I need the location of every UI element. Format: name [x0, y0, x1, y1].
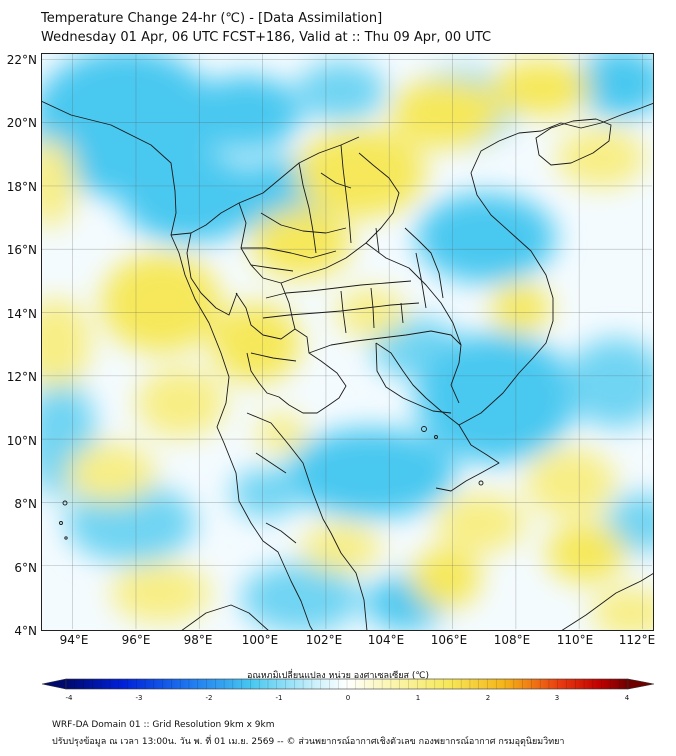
lon-label-108e: 108°E: [493, 633, 531, 647]
colorbar-tick-label: -4: [65, 694, 73, 702]
lon-label-104e: 104°E: [367, 633, 405, 647]
lat-label-20n: 20°N: [6, 116, 37, 130]
colorbar: [41, 678, 655, 690]
coastlines-and-borders: [41, 100, 654, 631]
footer-credit: ปรับปรุงข้อมูล ณ เวลา 13:00น. วัน พ. ที่…: [52, 737, 565, 747]
lat-label-16n: 16°N: [6, 243, 37, 257]
lat-label-6n: 6°N: [14, 561, 37, 575]
lon-label-98e: 98°E: [183, 633, 213, 647]
map-title: Temperature Change 24-hr (℃) - [Data Ass…: [41, 11, 383, 26]
colorbar-tick-label: 3: [554, 694, 560, 702]
colorbar-tick-label: 0: [345, 694, 351, 702]
lon-label-106e: 106°E: [430, 633, 468, 647]
lon-label-96e: 96°E: [121, 633, 151, 647]
colorbar-tick-label: -3: [135, 694, 143, 702]
lat-label-10n: 10°N: [6, 434, 37, 448]
lon-label-110e: 110°E: [556, 633, 594, 647]
lat-label-8n: 8°N: [14, 497, 37, 511]
lon-label-94e: 94°E: [59, 633, 89, 647]
colorbar-tick-label: 1: [415, 694, 421, 702]
lon-label-100e: 100°E: [241, 633, 279, 647]
lat-label-22n: 22°N: [6, 53, 37, 67]
lat-label-4n: 4°N: [14, 624, 37, 638]
colorbar-tick-label: -2: [205, 694, 213, 702]
colorbar-tick-label: 2: [485, 694, 491, 702]
temperature-change-map[interactable]: [41, 53, 654, 631]
map-canvas: [41, 53, 654, 631]
lat-label-14n: 14°N: [6, 307, 37, 321]
colorbar-title: อุณหภูมิเปลี่ยนแปลง หน่วย องศาเซลเซียส (…: [246, 671, 430, 681]
colorbar-min-arrow: [41, 678, 67, 690]
temperature-field: [41, 53, 654, 631]
lat-label-18n: 18°N: [6, 180, 37, 194]
colorbar-ticks: [74, 679, 620, 689]
lon-label-112e: 112°E: [618, 633, 656, 647]
colorbar-max-arrow: [627, 678, 655, 690]
map-subtitle: Wednesday 01 Apr, 06 UTC FCST+186, Valid…: [41, 30, 492, 45]
colorbar-tick-label: -1: [275, 694, 283, 702]
footer-model-info: WRF-DA Domain 01 :: Grid Resolution 9km …: [52, 720, 275, 730]
graticule: [41, 53, 652, 629]
lon-label-102e: 102°E: [305, 633, 343, 647]
lat-label-12n: 12°N: [6, 370, 37, 384]
colorbar-tick-label: 4: [624, 694, 630, 702]
